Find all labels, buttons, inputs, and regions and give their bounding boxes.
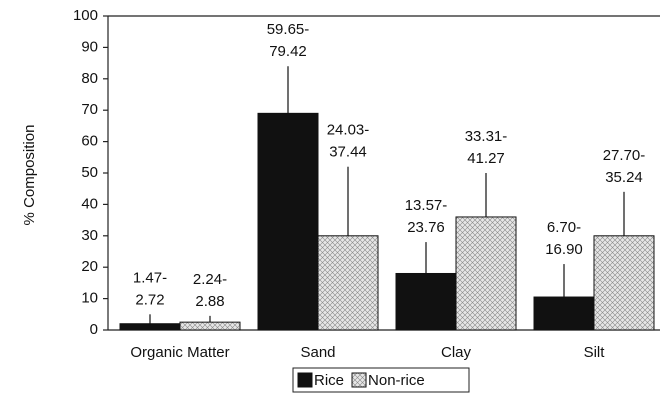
- y-tick-label: 20: [81, 258, 98, 275]
- legend-frame: [292, 367, 470, 393]
- range-label: 6.70-: [547, 219, 581, 236]
- y-tick-label: 60: [81, 133, 98, 150]
- y-tick-label: 40: [81, 195, 98, 212]
- x-tick-label: Organic Matter: [130, 344, 229, 361]
- y-axis-label: % Composition: [21, 125, 38, 226]
- bar: [395, 272, 457, 331]
- bar: [257, 112, 319, 331]
- range-label: 33.31-: [465, 128, 508, 145]
- bar: [533, 296, 595, 331]
- range-label: 23.76: [407, 219, 445, 236]
- y-tick-label: 70: [81, 101, 98, 118]
- range-label: 27.70-: [603, 147, 646, 164]
- legend-swatch: [351, 372, 367, 388]
- legend-label: Rice: [314, 372, 344, 389]
- y-tick-label: 50: [81, 164, 98, 181]
- bar: [317, 235, 379, 331]
- x-tick-label: Sand: [300, 344, 335, 361]
- bar: [593, 235, 655, 331]
- x-tick-label: Clay: [441, 344, 472, 361]
- y-tick-label: 80: [81, 70, 98, 87]
- range-label: 59.65-: [267, 21, 310, 38]
- range-label: 1.47-: [133, 269, 167, 286]
- range-label: 2.72: [135, 291, 164, 308]
- range-label: 37.44: [329, 144, 367, 161]
- y-tick-label: 10: [81, 290, 98, 307]
- y-tick-label: 90: [81, 38, 98, 55]
- y-tick-label: 0: [90, 321, 98, 338]
- range-label: 41.27: [467, 150, 505, 167]
- x-tick-label: Silt: [584, 344, 606, 361]
- legend: Rice Non-rice: [292, 367, 470, 393]
- y-tick-label: 30: [81, 227, 98, 244]
- range-label: 2.88: [195, 293, 224, 310]
- range-label: 16.90: [545, 241, 583, 258]
- range-label: 2.24-: [193, 271, 227, 288]
- range-label: 24.03-: [327, 122, 370, 139]
- legend-label: Non-rice: [368, 372, 425, 389]
- bar: [179, 321, 241, 331]
- range-label: 13.57-: [405, 197, 448, 214]
- range-label: 79.42: [269, 43, 307, 60]
- legend-swatch: [297, 372, 313, 388]
- y-tick-label: 100: [73, 7, 98, 24]
- bar: [119, 323, 181, 331]
- range-label: 35.24: [605, 169, 643, 186]
- bar: [455, 216, 517, 331]
